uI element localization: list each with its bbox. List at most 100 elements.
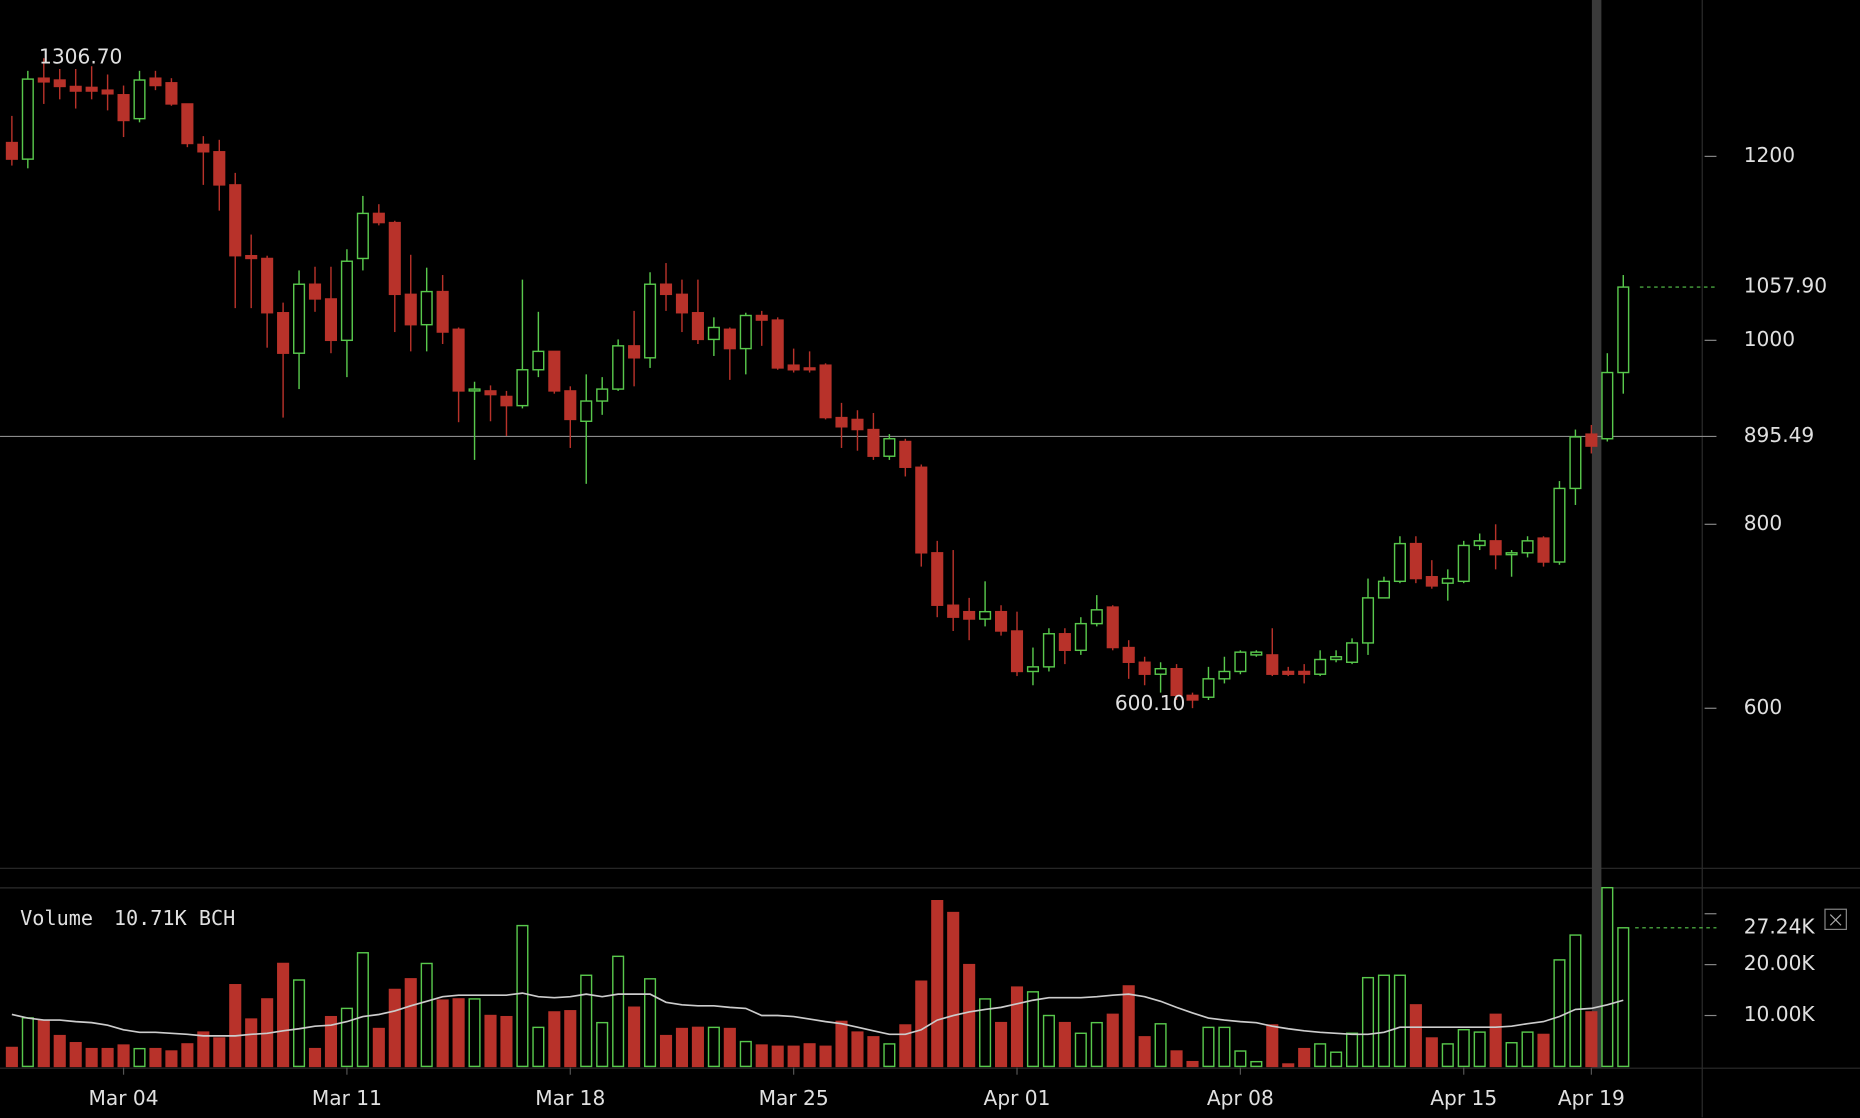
volume-bar [1489,1013,1502,1068]
last-price-label: 1057.90 [1744,274,1827,298]
volume-bar [580,974,593,1068]
candle-body [1090,609,1103,625]
candle-body [771,319,784,369]
volume-bar [85,1047,98,1068]
volume-bar [1010,986,1024,1068]
volume-bar [1170,1050,1183,1068]
candle-body [1218,670,1231,680]
volume-bar [1585,1011,1598,1068]
volume-bar [675,1027,689,1068]
candle-body [1282,670,1295,675]
candle-body [404,293,417,326]
candle-body [516,369,529,407]
candle-body [787,364,800,371]
candle-body [1122,646,1135,663]
volume-bar [707,1026,720,1068]
volume-bar [1569,934,1582,1068]
candle-body [1553,487,1566,563]
candle-body [420,290,433,326]
last-volume-label: 27.24K [1744,914,1816,938]
candle-body [245,254,258,260]
candle-body [229,184,242,257]
volume-bar [1601,886,1614,1068]
candle-body [947,604,960,618]
y-tick-label: 600 [1744,695,1782,719]
volume-bar [1186,1060,1199,1068]
volume-bar [1106,1013,1119,1068]
volume-bar [516,924,529,1068]
candle-body [580,400,593,422]
candle-body [1058,633,1071,652]
candle-body [21,78,34,160]
volume-bar [53,1034,66,1068]
volume-bar [548,1011,561,1068]
volume-bar [308,1047,322,1068]
candle-body [197,143,210,153]
y-tick-label: 1000 [1744,327,1795,351]
volume-bar [803,1043,816,1068]
close-icon[interactable] [1829,914,1842,926]
volume-bar [452,998,465,1068]
candle-body [1250,651,1263,656]
close-box[interactable] [1824,908,1847,930]
candle-body [596,388,609,402]
candle-body [644,283,657,359]
candle-body [324,298,338,342]
volume-tick-label: 20.00K [1744,951,1816,975]
volume-bar [691,1026,704,1068]
candle-body [1377,580,1391,599]
candle-body [1042,633,1055,668]
candle-body [548,350,561,392]
volume-bar [1122,985,1135,1068]
candle-body [739,314,752,350]
candle-body [1393,542,1406,583]
x-tick-label: Apr 08 [1207,1086,1274,1110]
volume-bar [420,962,433,1068]
volume-bar [1505,1042,1518,1068]
candle-body [340,260,353,342]
candle-body [308,283,322,300]
candle-body [691,312,704,341]
volume-bar [1026,991,1040,1068]
volume-bar [340,1007,353,1068]
volume-bar [1074,1032,1087,1068]
volume-bar [1042,1014,1055,1068]
candle-body [5,141,18,160]
x-tick-label: Mar 25 [759,1086,829,1110]
x-tick-label: Mar 11 [312,1086,382,1110]
volume-bar [612,955,625,1068]
volume-bar [404,978,417,1068]
candle-body [532,350,545,371]
candle-body [1521,540,1534,554]
candle-body [707,326,720,341]
volume-bar [197,1031,210,1068]
close-button[interactable] [1824,908,1847,930]
volume-bar [1361,976,1375,1068]
candle-body [612,345,625,390]
volume-ma [11,992,1624,1037]
candle-body [564,390,577,421]
volume-bar [628,1006,641,1068]
candle-body [69,85,82,92]
volume-bar [1266,1024,1279,1068]
volume-bar [1314,1043,1327,1068]
candle-body [53,79,66,88]
candle-body [1601,371,1614,440]
candle-body [1314,658,1327,675]
volume-bar [356,952,369,1068]
volume-bar [5,1046,18,1068]
volume-bar [500,1015,513,1068]
candle-body [500,395,513,407]
volume-bar [1202,1026,1215,1068]
candle-body [1170,667,1183,697]
candle-body [1266,654,1279,675]
volume-bar [1441,1043,1454,1068]
candle-body [1585,433,1598,447]
candle-body [101,89,114,95]
volume-bar [979,998,992,1068]
volume-bar [1346,1032,1359,1068]
candle-body [995,610,1008,632]
candle-body [181,103,194,145]
volume-bar [1090,1021,1103,1068]
